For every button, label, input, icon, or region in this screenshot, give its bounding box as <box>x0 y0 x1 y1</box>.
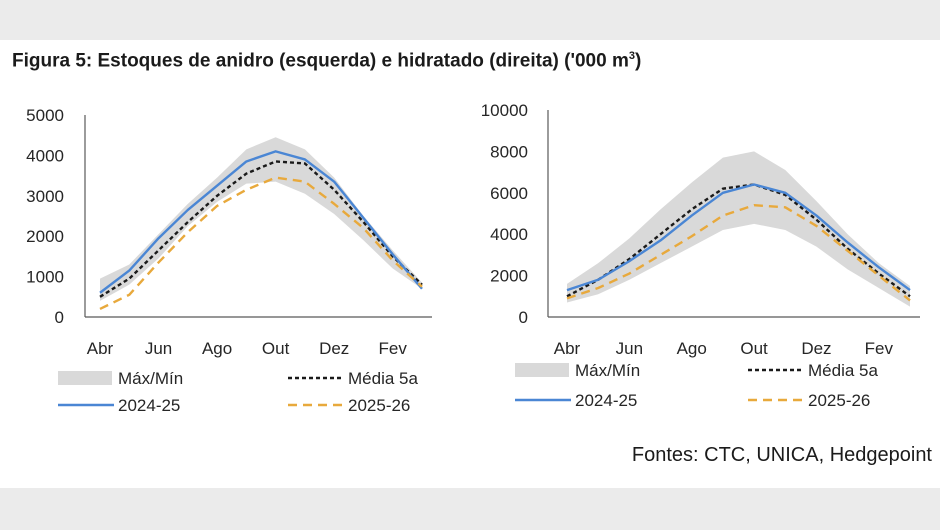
hidratado-x-tick-label: Dez <box>801 339 831 358</box>
anidro-x-tick-label: Ago <box>202 339 232 358</box>
anidro-x-tick-label: Abr <box>87 339 114 358</box>
hidratado-y-tick-label: 2000 <box>490 267 528 286</box>
anidro-legend-swatch-band <box>58 371 112 385</box>
anidro-series-line-dashed <box>99 176 423 311</box>
hidratado-legend-label-solid: 2024-25 <box>575 391 637 410</box>
anidro-series-line-solid <box>99 150 423 294</box>
figure-title-suffix: ) <box>635 50 642 72</box>
hidratado-legend-label-band: Máx/Mín <box>575 361 640 380</box>
hidratado-y-tick-label: 4000 <box>490 225 528 244</box>
anidro-x-tick-label: Out <box>262 339 290 358</box>
hidratado-y-tick-label: 0 <box>519 308 528 327</box>
hidratado-x-tick-label: Jun <box>616 339 643 358</box>
anidro-series-line-dotted <box>99 160 423 298</box>
anidro-legend-label-solid: 2024-25 <box>118 396 180 415</box>
anidro-legend-label-band: Máx/Mín <box>118 369 183 388</box>
figure-title-superscript: 3 <box>628 50 635 62</box>
hidratado-y-tick-label: 8000 <box>490 142 528 161</box>
anidro-legend-label-dashed: 2025-26 <box>348 396 410 415</box>
hidratado-y-tick-label: 6000 <box>490 184 528 203</box>
hidratado-x-tick-label: Abr <box>554 339 581 358</box>
hidratado-legend-label-dotted: Média 5a <box>808 361 878 380</box>
anidro-x-tick-label: Fev <box>379 339 408 358</box>
hidratado-legend-swatch-band <box>515 363 569 377</box>
hidratado-band-max-min <box>567 151 910 307</box>
anidro-y-tick-label: 1000 <box>26 268 64 287</box>
source-note: Fontes: CTC, UNICA, Hedgepoint <box>631 444 932 466</box>
figure-title: Figura 5: Estoques de anidro (esquerda) … <box>12 50 641 72</box>
anidro-x-tick-label: Jun <box>145 339 172 358</box>
anidro-y-tick-label: 5000 <box>26 106 64 125</box>
anidro-y-tick-label: 4000 <box>26 146 64 165</box>
hidratado-series-line-solid <box>566 183 911 292</box>
anidro-band-max-min <box>100 137 422 301</box>
hidratado-series-line-dotted <box>566 183 911 298</box>
anidro-y-tick-label: 0 <box>55 308 64 327</box>
hidratado-x-tick-label: Out <box>740 339 768 358</box>
anidro-y-tick-label: 2000 <box>26 227 64 246</box>
figure-card: Figura 5: Estoques de anidro (esquerda) … <box>0 40 940 488</box>
hidratado-y-tick-label: 10000 <box>481 101 528 120</box>
hidratado-x-tick-label: Ago <box>677 339 707 358</box>
hidratado-series-line-dashed <box>566 204 911 302</box>
anidro-y-tick-label: 3000 <box>26 187 64 206</box>
anidro-x-tick-label: Dez <box>319 339 349 358</box>
hidratado-legend-label-dashed: 2025-26 <box>808 391 870 410</box>
hidratado-x-tick-label: Fev <box>865 339 894 358</box>
figure-title-text: Figura 5: Estoques de anidro (esquerda) … <box>12 50 629 72</box>
anidro-legend-label-dotted: Média 5a <box>348 369 418 388</box>
